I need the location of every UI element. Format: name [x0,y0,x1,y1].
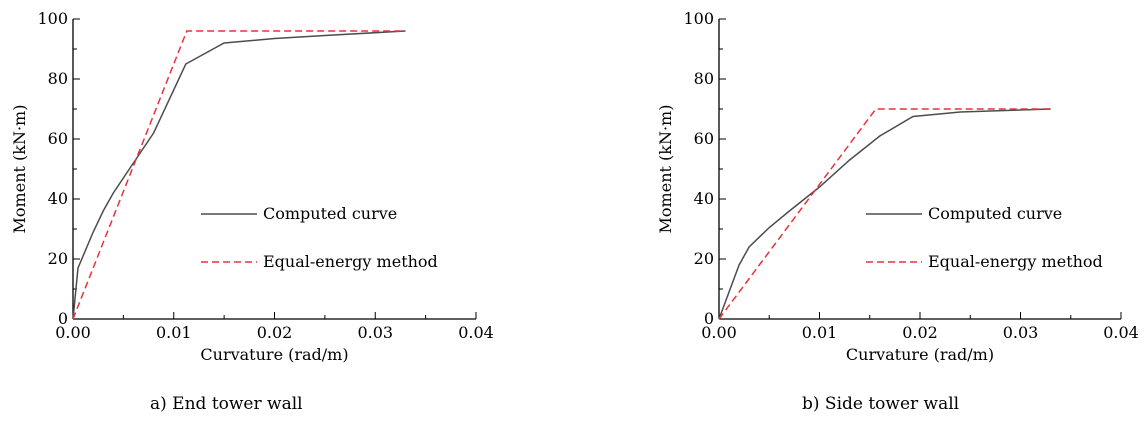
x-tick-label: 0.03 [357,323,393,342]
y-tick-label: 80 [694,69,714,88]
series-line-computed [718,108,1051,320]
x-tick-label: 0.01 [156,323,192,342]
legend-label: Computed curve [928,204,1062,223]
y-tick-label: 100 [683,9,714,28]
x-tick-label: 0.00 [701,323,737,342]
x-tick-label: 0.04 [458,323,494,342]
y-tick-label: 20 [694,249,714,268]
y-tick-label: 60 [694,129,714,148]
y-tick-label: 0 [704,309,714,328]
y-axis-title: Moment (kN·m) [656,105,675,234]
y-axis-title: Moment (kN·m) [10,105,29,234]
x-axis-title: Curvature (rad/m) [200,345,348,364]
chart-panel-a: 0.00 0.01 0.02 0.03 0.04 0 20 40 60 80 100 Curvatur… [10,9,494,364]
series-line-computed [72,30,406,320]
y-tick-label: 100 [37,9,68,28]
legend-label: Equal-energy method [928,252,1103,271]
x-tick-label: 0.02 [257,323,293,342]
y-tick-label: 0 [58,309,68,328]
x-tick-label: 0.02 [902,323,938,342]
y-tick-label: 40 [48,189,68,208]
x-tick-label: 0.03 [1003,323,1039,342]
caption-panel-a: a) End tower wall [150,394,303,414]
series-line-equal-energy [718,108,1051,320]
y-tick-label: 80 [48,69,68,88]
x-axis-title: Curvature (rad/m) [846,345,994,364]
chart-panel-b: 0.00 0.01 0.02 0.03 0.04 0 20 40 60 80 100 Curvatur… [656,9,1139,364]
x-tick-label: 0.00 [55,323,91,342]
series-line-equal-energy [72,30,406,320]
y-tick-label: 40 [694,189,714,208]
legend-label: Computed curve [263,204,397,223]
caption-panel-b: b) Side tower wall [802,394,960,414]
y-tick-label: 20 [48,249,68,268]
legend-label: Equal-energy method [263,252,438,271]
x-tick-label: 0.04 [1103,323,1139,342]
y-tick-label: 60 [48,129,68,148]
x-tick-label: 0.01 [802,323,838,342]
